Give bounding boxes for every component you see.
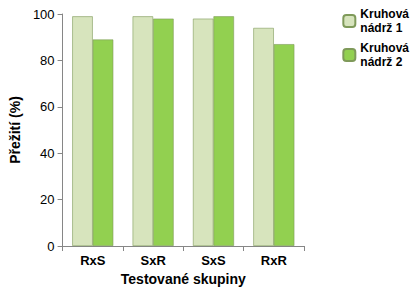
svg-text:0: 0 bbox=[47, 239, 54, 254]
svg-text:60: 60 bbox=[40, 99, 54, 114]
svg-text:Kruhová: Kruhová bbox=[360, 7, 409, 21]
svg-text:80: 80 bbox=[40, 53, 54, 68]
svg-text:SxS: SxS bbox=[201, 253, 226, 268]
svg-text:Testované skupiny: Testované skupiny bbox=[121, 271, 246, 287]
svg-text:Přežití (%): Přežití (%) bbox=[7, 96, 23, 164]
svg-text:40: 40 bbox=[40, 146, 54, 161]
svg-text:SxR: SxR bbox=[140, 253, 166, 268]
svg-text:nádrž 2: nádrž 2 bbox=[360, 55, 402, 69]
svg-text:nádrž 1: nádrž 1 bbox=[360, 21, 402, 35]
svg-text:RxS: RxS bbox=[80, 253, 106, 268]
svg-text:100: 100 bbox=[33, 7, 55, 22]
svg-text:Kruhová: Kruhová bbox=[360, 41, 409, 55]
svg-text:RxR: RxR bbox=[261, 253, 288, 268]
svg-text:20: 20 bbox=[40, 192, 54, 207]
